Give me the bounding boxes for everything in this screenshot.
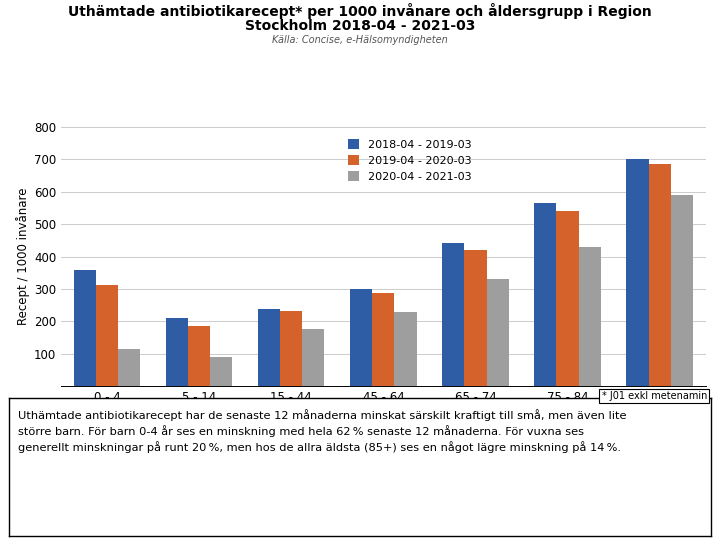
Bar — [302, 329, 325, 386]
Legend: 2018-04 - 2019-03, 2019-04 - 2020-03, 2020-04 - 2021-03: 2018-04 - 2019-03, 2019-04 - 2020-03, 20… — [344, 135, 477, 186]
Text: Uthämtade antibiotikarecept* per 1000 invånare och åldersgrupp i Region: Uthämtade antibiotikarecept* per 1000 in… — [68, 3, 652, 19]
Text: * J01 exkl metenamin: * J01 exkl metenamin — [602, 391, 707, 401]
Bar — [670, 194, 693, 386]
Bar — [579, 247, 600, 386]
Bar — [464, 250, 487, 386]
Bar — [188, 326, 210, 386]
Bar — [626, 159, 649, 386]
Bar — [372, 293, 395, 386]
Text: Uthämtade antibiotikarecept har de senaste 12 månaderna minskat särskilt kraftig: Uthämtade antibiotikarecept har de senas… — [18, 409, 626, 453]
Bar — [118, 349, 140, 386]
Text: Stockholm 2018-04 - 2021-03: Stockholm 2018-04 - 2021-03 — [245, 19, 475, 33]
Bar — [258, 309, 280, 386]
Bar — [534, 202, 557, 386]
Bar — [649, 164, 670, 386]
Bar — [487, 279, 508, 386]
Bar — [557, 211, 579, 386]
Bar — [210, 356, 233, 386]
Bar — [166, 318, 188, 386]
Bar — [74, 271, 96, 386]
Bar — [395, 312, 417, 386]
Y-axis label: Recept / 1000 invånare: Recept / 1000 invånare — [16, 188, 30, 325]
Bar — [442, 243, 464, 386]
Text: Källa: Concise, e-Hälsomyndigheten: Källa: Concise, e-Hälsomyndigheten — [272, 35, 448, 45]
Bar — [280, 311, 302, 386]
Bar — [96, 285, 118, 386]
Bar — [350, 289, 372, 386]
